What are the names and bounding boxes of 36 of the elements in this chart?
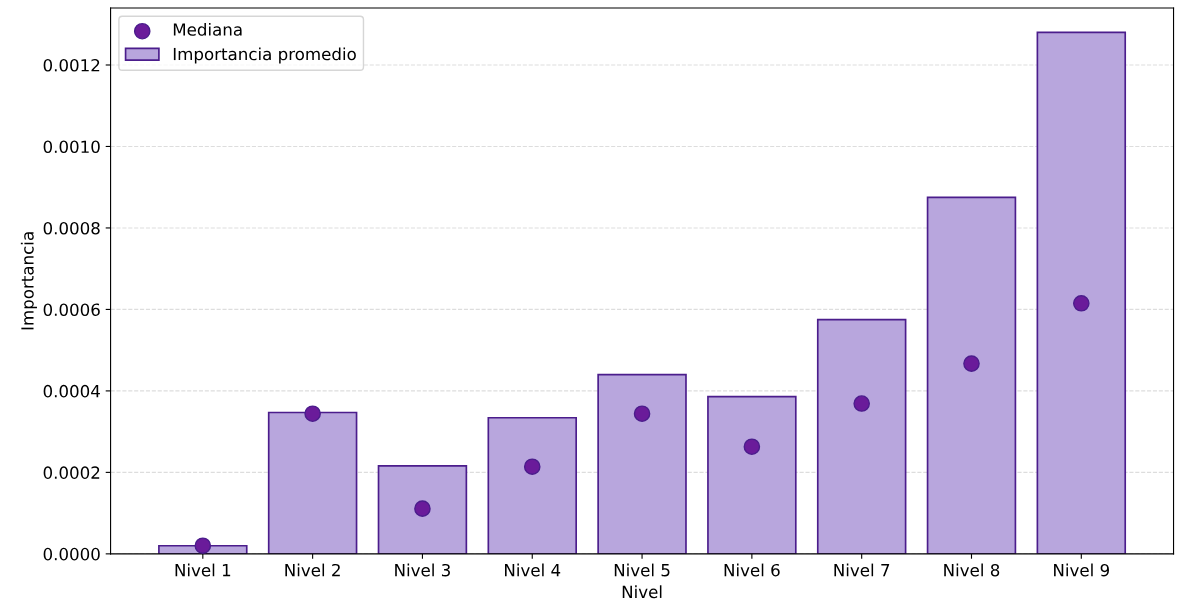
bar [377, 465, 468, 554]
x-tick-label: Nivel 4 [505, 563, 561, 577]
x-tick-label: Nivel 2 [285, 563, 340, 577]
point [743, 438, 761, 456]
point [523, 458, 541, 475]
point [304, 405, 321, 423]
point [633, 405, 651, 423]
legend-label: Mediana [173, 22, 242, 36]
y-tick-label: 0.0010 [43, 140, 100, 154]
x-tick-label: Nivel 7 [834, 563, 890, 577]
bar [1036, 31, 1127, 554]
y-axis-title: Importancia [20, 232, 37, 330]
x-tick-label: Nivel 3 [395, 563, 450, 577]
bar [707, 395, 797, 554]
bar [816, 318, 907, 554]
y-tick-label: 0.0002 [43, 466, 100, 479]
point [963, 355, 980, 372]
bar [926, 196, 1017, 554]
y-tick-label: 0.0000 [43, 547, 100, 561]
x-tick-label: Nivel 1 [175, 563, 231, 577]
point [1073, 295, 1090, 312]
x-tick-label: Nivel 5 [614, 563, 670, 577]
x-tick-label: Nivel 6 [724, 563, 780, 577]
point [194, 537, 212, 554]
x-tick-label: Nivel 8 [944, 563, 1000, 577]
y-tick-label: 0.0012 [43, 58, 100, 72]
y-tick-label: 0.0006 [43, 303, 100, 316]
point [414, 500, 431, 517]
point [853, 395, 870, 412]
bar [597, 373, 687, 554]
y-tick-label: 0.0004 [43, 384, 100, 398]
x-axis-title: Nivel [622, 585, 662, 599]
x-tick-label: Nivel 9 [1054, 563, 1109, 577]
y-tick-label: 0.0008 [43, 221, 100, 235]
bar [487, 416, 578, 554]
legend-label: Importancia promedio [173, 47, 356, 64]
